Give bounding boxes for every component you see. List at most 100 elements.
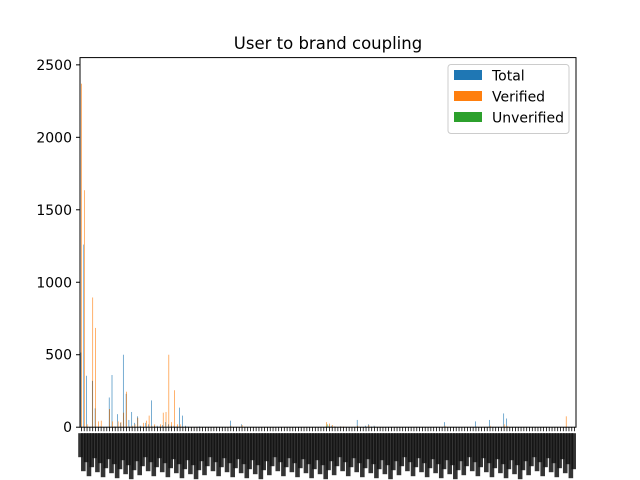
x-tick-label bbox=[393, 433, 399, 462]
bar-total-88 bbox=[328, 425, 330, 428]
bar-verified-23 bbox=[145, 420, 147, 428]
axes-frame bbox=[79, 57, 577, 428]
x-tick-label bbox=[458, 433, 464, 462]
x-tick-label bbox=[267, 433, 272, 476]
x-tick-label bbox=[255, 433, 261, 466]
x-tick-label bbox=[360, 433, 365, 478]
x-tick-label bbox=[281, 433, 286, 477]
x-tick-label bbox=[128, 433, 134, 480]
x-tick-label bbox=[289, 433, 295, 473]
bar-verified-6 bbox=[98, 421, 99, 428]
x-tick-label bbox=[120, 433, 126, 461]
x-tick-label bbox=[329, 433, 334, 462]
x-tick-label bbox=[83, 433, 89, 463]
x-tick-label bbox=[489, 433, 495, 478]
bar-verified-24 bbox=[148, 415, 150, 428]
x-tick-label bbox=[306, 433, 312, 465]
x-tick-label bbox=[250, 433, 255, 461]
bar-verified-57 bbox=[241, 425, 243, 428]
x-tick-label bbox=[407, 433, 413, 463]
x-tick-label bbox=[312, 433, 317, 470]
x-tick-label bbox=[261, 433, 266, 471]
x-tick-label bbox=[199, 433, 204, 462]
x-tick-label bbox=[548, 433, 554, 473]
x-tick-label bbox=[326, 433, 331, 471]
x-tick-label bbox=[145, 433, 151, 472]
bar-total-18 bbox=[131, 411, 133, 428]
x-tick-label bbox=[258, 433, 264, 480]
x-tick-label bbox=[182, 433, 188, 470]
x-tick-label bbox=[365, 433, 371, 460]
x-tick-label bbox=[453, 433, 458, 480]
bar-total-15 bbox=[122, 354, 124, 428]
bar-verified-32 bbox=[171, 422, 172, 428]
legend-swatch-verified bbox=[454, 91, 482, 101]
x-tick-label bbox=[551, 433, 557, 464]
x-tick-label bbox=[295, 433, 300, 478]
x-tick-label bbox=[413, 433, 419, 468]
bar-total-98 bbox=[356, 419, 358, 428]
x-axis-ticks bbox=[78, 427, 576, 480]
x-tick-label bbox=[78, 433, 83, 458]
x-tick-label bbox=[416, 433, 421, 459]
bar-total-27 bbox=[156, 425, 158, 428]
x-tick-label bbox=[467, 433, 472, 458]
x-tick-label bbox=[162, 433, 168, 464]
x-tick-label bbox=[112, 433, 117, 465]
bar-verified-13 bbox=[117, 421, 119, 428]
x-tick-label bbox=[131, 433, 137, 471]
bar-total-29 bbox=[162, 425, 164, 428]
x-tick-label bbox=[298, 433, 303, 469]
x-tick-label bbox=[571, 433, 576, 470]
bar-total-89 bbox=[331, 425, 333, 428]
bar-total-33 bbox=[173, 425, 175, 428]
x-tick-label bbox=[334, 433, 340, 467]
bar-total-151 bbox=[506, 418, 507, 428]
x-tick-label bbox=[388, 433, 393, 480]
x-tick-label bbox=[272, 433, 278, 458]
bar-total-26 bbox=[153, 425, 155, 428]
x-tick-label bbox=[106, 433, 111, 460]
x-tick-label bbox=[376, 433, 382, 470]
x-tick-label bbox=[95, 433, 100, 473]
x-tick-label bbox=[455, 433, 461, 471]
x-tick-label bbox=[323, 433, 328, 480]
bar-total-16 bbox=[125, 393, 127, 428]
y-axis-ticks: 0 500 1000 1500 2000 2500 bbox=[36, 58, 80, 436]
x-tick-label bbox=[419, 433, 424, 473]
bar-verified-14 bbox=[120, 422, 122, 428]
bar-total-129 bbox=[444, 422, 445, 428]
bar-verified-19 bbox=[134, 424, 136, 428]
bar-total-0 bbox=[80, 352, 82, 428]
bar-total-25 bbox=[151, 400, 152, 428]
x-tick-label bbox=[126, 433, 131, 466]
x-tick-label bbox=[264, 433, 269, 462]
x-tick-label bbox=[165, 433, 171, 478]
x-tick-label bbox=[560, 433, 565, 460]
bar-verified-16 bbox=[126, 391, 127, 428]
bar-verified-102 bbox=[368, 425, 370, 428]
x-tick-label bbox=[565, 433, 571, 465]
x-tick-label bbox=[399, 433, 405, 467]
x-tick-label bbox=[469, 433, 475, 472]
bar-layer bbox=[80, 83, 567, 428]
bar-total-11 bbox=[111, 375, 113, 428]
x-tick-label bbox=[450, 433, 455, 466]
x-tick-label bbox=[433, 433, 438, 474]
x-tick-label bbox=[275, 433, 281, 472]
x-tick-label bbox=[495, 433, 500, 460]
x-tick-label bbox=[196, 433, 202, 471]
bar-total-53 bbox=[230, 420, 231, 428]
bar-total-1 bbox=[83, 244, 85, 428]
bar-verified-88 bbox=[329, 423, 330, 428]
x-tick-label bbox=[385, 433, 390, 466]
x-tick-label bbox=[314, 433, 320, 461]
x-tick-label bbox=[89, 433, 95, 468]
legend-label-total: Total bbox=[491, 69, 525, 85]
bar-total-36 bbox=[182, 415, 183, 428]
bar-verified-145 bbox=[489, 425, 491, 428]
x-tick-label bbox=[568, 433, 574, 479]
x-tick-label bbox=[515, 433, 520, 466]
x-tick-label bbox=[190, 433, 196, 466]
